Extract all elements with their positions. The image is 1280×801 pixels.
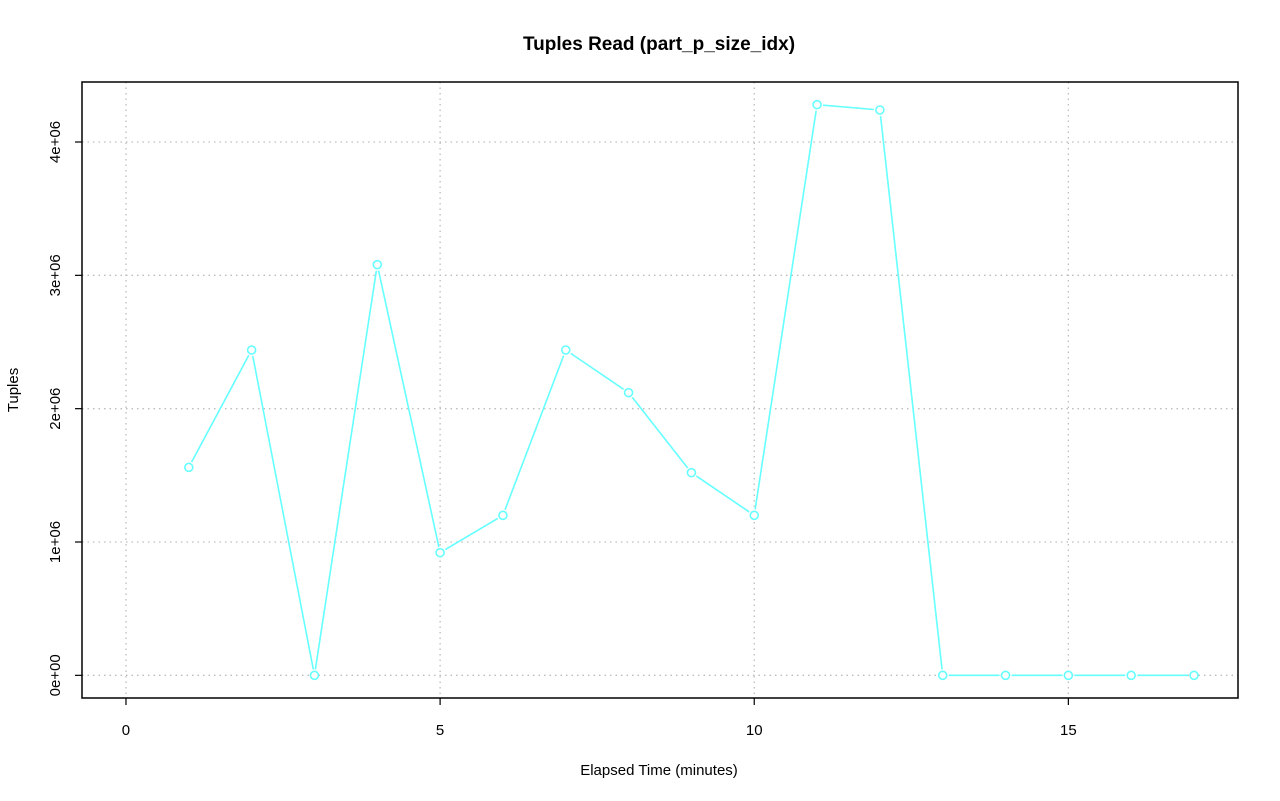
x-tick-label: 15 — [1060, 722, 1077, 739]
plot-frame — [81, 81, 1239, 699]
y-tick-label: 3e+06 — [47, 254, 64, 296]
data-point — [686, 467, 697, 478]
data-point — [812, 99, 822, 110]
data-point — [875, 105, 885, 115]
series-line-segment — [570, 352, 625, 390]
series-line-segment — [879, 115, 943, 670]
series-line-segment — [314, 270, 378, 670]
chart-title: Tuples Read (part_p_size_idx) — [523, 34, 795, 55]
x-tick-label: 10 — [746, 722, 763, 739]
data-point — [1063, 670, 1074, 681]
data-point — [184, 462, 194, 473]
data-point — [1000, 670, 1011, 681]
series-line-segment — [822, 104, 874, 111]
series-layer — [184, 99, 1199, 681]
x-tick-label: 5 — [436, 722, 444, 739]
data-point — [937, 670, 948, 681]
series-line-segment — [754, 110, 817, 510]
series-line-segment — [251, 355, 315, 670]
series-line-segment — [695, 475, 750, 513]
y-tick-label: 4e+06 — [47, 121, 64, 163]
data-point — [309, 670, 320, 681]
y-tick-label: 2e+06 — [47, 388, 64, 430]
y-tick-label: 0e+00 — [47, 654, 64, 696]
data-point — [1126, 670, 1136, 681]
data-point — [560, 345, 571, 355]
x-axis: 0 5 10 15 — [122, 698, 1077, 739]
grid — [82, 82, 1238, 698]
data-point — [1189, 670, 1199, 681]
data-point — [623, 387, 634, 398]
data-point — [246, 345, 257, 355]
series-line-segment — [377, 270, 440, 547]
data-point — [749, 510, 760, 521]
data-point — [435, 547, 445, 558]
y-tick-label: 1e+06 — [47, 521, 64, 563]
series-line-segment — [444, 517, 499, 551]
series — [184, 99, 1199, 681]
data-point — [372, 259, 383, 270]
y-axis: 0e+00 1e+06 2e+06 3e+06 4e+06 — [47, 121, 82, 696]
series-line-segment — [631, 396, 689, 469]
series-line-segment — [504, 355, 565, 511]
x-tick-label: 0 — [122, 722, 130, 739]
x-axis-label: Elapsed Time (minutes) — [580, 762, 738, 779]
series-line-segment — [190, 354, 250, 463]
y-axis-label: Tuples — [5, 368, 22, 412]
data-point — [498, 510, 508, 521]
